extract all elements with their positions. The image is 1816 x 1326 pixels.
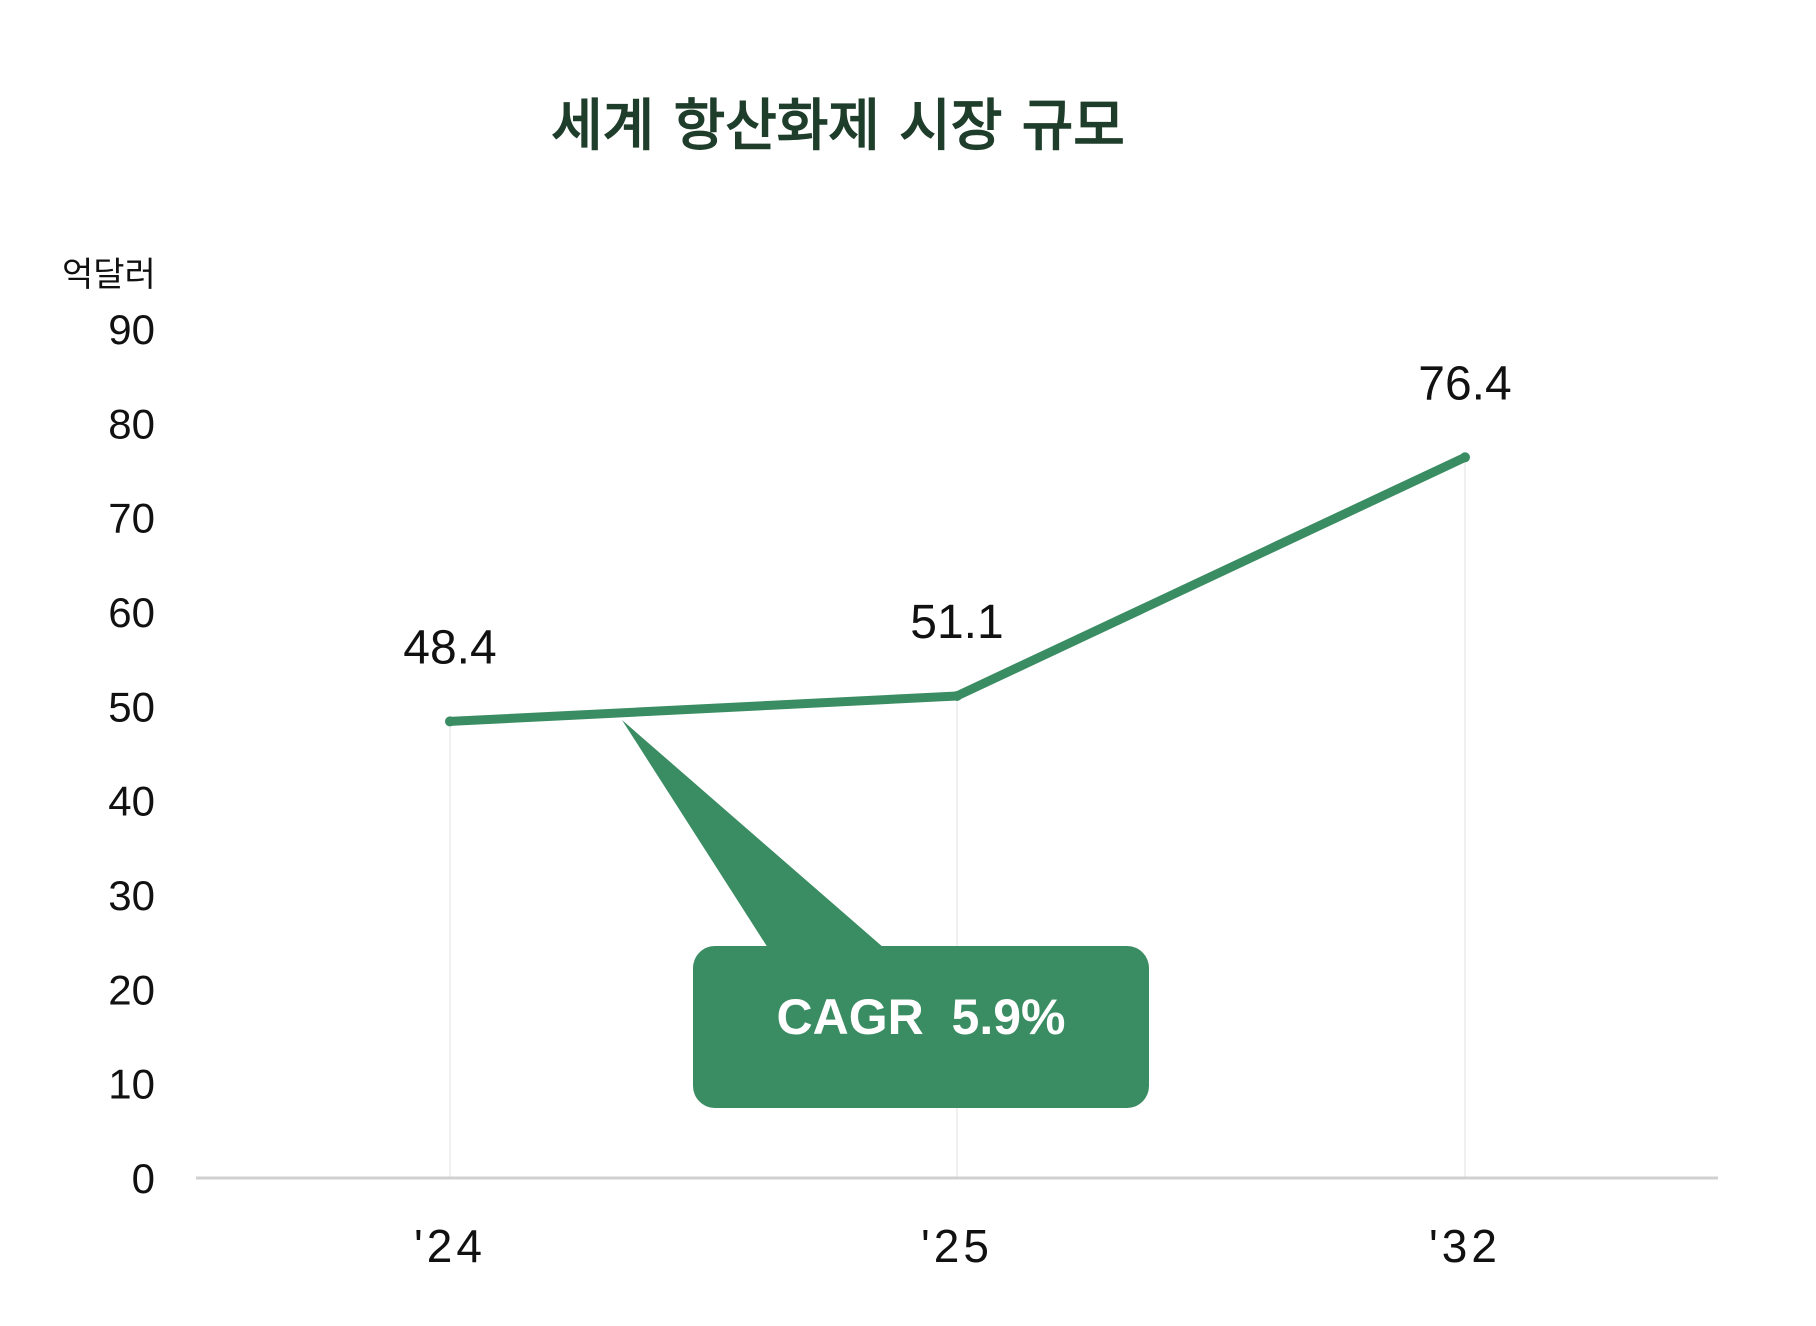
y-tick-label: 40 [108,778,155,825]
y-tick-label: 0 [132,1155,155,1202]
data-label: 51.1 [910,596,1003,649]
series-line-group [445,452,1470,727]
cagr-callout-text: CAGR 5.9% [777,989,1066,1045]
x-tick-label: '24 [414,1220,486,1272]
chart-title: 세계 항산화제 시장 규모 [551,94,1125,159]
x-tick-label: '32 [1429,1220,1501,1272]
data-point [952,690,962,701]
y-tick-label: 70 [108,495,155,542]
y-tick-label: 30 [108,872,155,919]
x-tick-label: '25 [921,1220,993,1272]
cagr-callout: CAGR 5.9% [622,720,1149,1108]
series-line [445,452,1470,726]
y-tick-label: 90 [108,306,155,353]
data-point [1460,452,1470,463]
data-point [445,716,455,727]
y-tick-label: 60 [108,589,155,636]
y-tick-label: 20 [108,966,155,1013]
y-axis-unit-label: 억달러 [62,255,156,295]
cagr-callout-pointer [622,720,884,948]
y-tick-label: 10 [108,1061,155,1108]
data-label: 76.4 [1418,357,1511,410]
data-labels: 48.4 51.1 76.4 [403,357,1511,674]
x-axis-ticks: '24 '25 '32 [414,1220,1501,1272]
y-tick-label: 50 [108,683,155,730]
y-tick-label: 80 [108,400,155,447]
data-label: 48.4 [403,621,496,674]
cagr-callout-box [693,946,1149,1108]
y-axis-ticks: 0 10 20 30 40 50 60 70 80 90 [108,306,155,1202]
